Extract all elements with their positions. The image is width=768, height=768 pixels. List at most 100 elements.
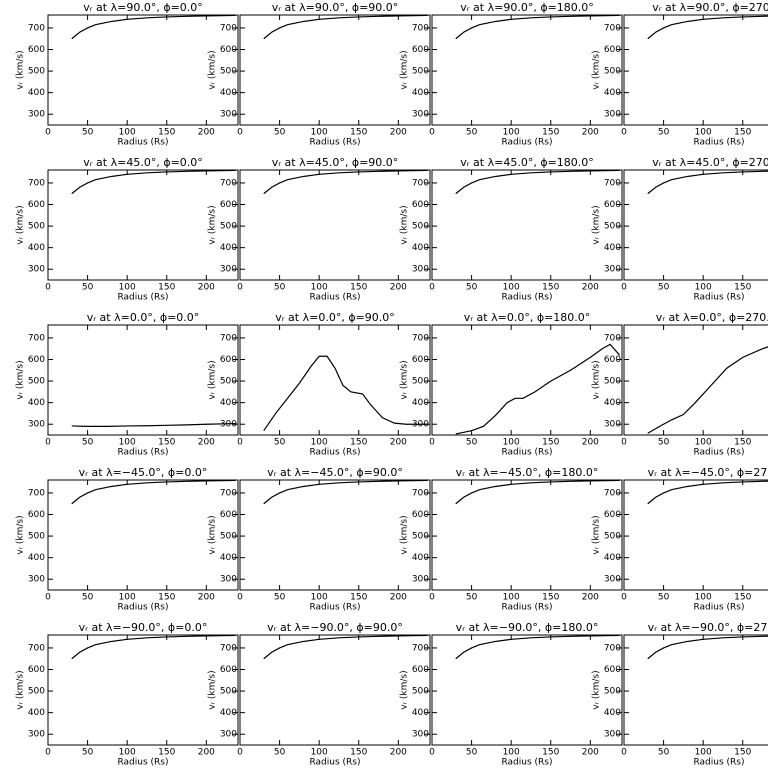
y-tick-label: 700 bbox=[604, 23, 621, 33]
y-tick-label: 600 bbox=[220, 200, 237, 210]
data-line bbox=[263, 169, 428, 195]
data-line bbox=[263, 355, 428, 432]
x-tick-label: 200 bbox=[198, 593, 215, 603]
y-axis-label: vᵣ (km/s) bbox=[400, 515, 410, 554]
x-tick-label: 150 bbox=[542, 128, 559, 138]
y-tick-label: 500 bbox=[412, 377, 429, 387]
y-axis-label: vᵣ (km/s) bbox=[208, 205, 218, 244]
y-tick-label: 300 bbox=[220, 575, 237, 585]
y-axis-label: vᵣ (km/s) bbox=[400, 205, 410, 244]
x-tick-label: 100 bbox=[503, 283, 520, 293]
panel-title: vᵣ at λ=−90.0°, ϕ=180.0° bbox=[456, 621, 599, 634]
y-tick-label: 300 bbox=[28, 420, 45, 430]
y-tick-label: 500 bbox=[28, 532, 45, 542]
data-line bbox=[647, 15, 768, 40]
x-tick-label: 100 bbox=[695, 283, 712, 293]
x-tick-label: 50 bbox=[466, 128, 478, 138]
y-tick-label: 500 bbox=[28, 222, 45, 232]
x-tick-label: 200 bbox=[390, 283, 407, 293]
panel-title: vᵣ at λ=45.0°, ϕ=90.0° bbox=[272, 156, 399, 169]
x-tick-label: 100 bbox=[311, 748, 328, 758]
y-tick-label: 400 bbox=[28, 553, 45, 563]
x-tick-label: 50 bbox=[82, 283, 94, 293]
y-tick-label: 700 bbox=[28, 333, 45, 343]
data-line bbox=[647, 346, 768, 434]
x-axis-label: Radius (Rs) bbox=[501, 293, 552, 303]
x-tick-label: 100 bbox=[119, 283, 136, 293]
y-tick-label: 600 bbox=[604, 45, 621, 55]
x-tick-label: 100 bbox=[695, 438, 712, 448]
y-tick-label: 400 bbox=[220, 708, 237, 718]
x-tick-label: 200 bbox=[582, 283, 599, 293]
x-tick-label: 150 bbox=[542, 283, 559, 293]
panel-title: vᵣ at λ=0.0°, ϕ=0.0° bbox=[87, 311, 200, 324]
x-tick-label: 0 bbox=[237, 438, 243, 448]
y-tick-label: 300 bbox=[604, 730, 621, 740]
y-tick-label: 400 bbox=[412, 553, 429, 563]
x-tick-label: 0 bbox=[45, 128, 51, 138]
y-tick-label: 500 bbox=[220, 222, 237, 232]
x-tick-label: 150 bbox=[350, 438, 367, 448]
x-tick-label: 200 bbox=[390, 128, 407, 138]
y-tick-label: 600 bbox=[604, 355, 621, 365]
plot-frame bbox=[47, 634, 239, 746]
plot-frame bbox=[431, 169, 623, 281]
panel-title: vᵣ at λ=0.0°, ϕ=270.0° bbox=[656, 311, 768, 324]
y-tick-label: 300 bbox=[604, 265, 621, 275]
y-axis-label: vᵣ (km/s) bbox=[592, 205, 602, 244]
x-axis-label: Radius (Rs) bbox=[693, 758, 744, 768]
x-axis-label: Radius (Rs) bbox=[309, 293, 360, 303]
y-axis-label: vᵣ (km/s) bbox=[208, 50, 218, 89]
plot-frame bbox=[239, 479, 431, 591]
y-tick-label: 500 bbox=[604, 67, 621, 77]
y-tick-label: 600 bbox=[412, 510, 429, 520]
x-tick-label: 150 bbox=[734, 438, 751, 448]
x-tick-label: 100 bbox=[503, 438, 520, 448]
plot-frame bbox=[47, 479, 239, 591]
y-tick-label: 700 bbox=[28, 488, 45, 498]
x-tick-label: 50 bbox=[658, 283, 670, 293]
x-tick-label: 150 bbox=[158, 748, 175, 758]
x-tick-label: 50 bbox=[82, 748, 94, 758]
x-tick-label: 0 bbox=[621, 593, 627, 603]
plot-frame bbox=[47, 169, 239, 281]
y-tick-label: 400 bbox=[604, 708, 621, 718]
x-tick-label: 150 bbox=[734, 748, 751, 758]
x-axis-label: Radius (Rs) bbox=[501, 603, 552, 613]
y-tick-label: 700 bbox=[604, 178, 621, 188]
data-line bbox=[647, 170, 768, 195]
data-line bbox=[455, 479, 620, 505]
y-tick-label: 600 bbox=[604, 665, 621, 675]
x-axis-label: Radius (Rs) bbox=[309, 448, 360, 458]
y-tick-label: 700 bbox=[604, 488, 621, 498]
y-tick-label: 300 bbox=[412, 110, 429, 120]
x-tick-label: 150 bbox=[542, 438, 559, 448]
y-tick-label: 600 bbox=[604, 510, 621, 520]
y-tick-label: 600 bbox=[604, 200, 621, 210]
y-axis-label: vᵣ (km/s) bbox=[208, 360, 218, 399]
y-tick-label: 600 bbox=[412, 45, 429, 55]
x-axis-label: Radius (Rs) bbox=[693, 138, 744, 148]
y-tick-label: 300 bbox=[412, 265, 429, 275]
x-tick-label: 200 bbox=[390, 438, 407, 448]
x-tick-label: 150 bbox=[158, 283, 175, 293]
x-axis-label: Radius (Rs) bbox=[501, 758, 552, 768]
y-tick-label: 500 bbox=[28, 687, 45, 697]
x-tick-label: 50 bbox=[82, 438, 94, 448]
y-tick-label: 600 bbox=[220, 665, 237, 675]
panel-title: vᵣ at λ=0.0°, ϕ=180.0° bbox=[464, 311, 591, 324]
y-tick-label: 600 bbox=[412, 200, 429, 210]
y-tick-label: 600 bbox=[220, 45, 237, 55]
x-tick-label: 150 bbox=[734, 283, 751, 293]
y-tick-label: 300 bbox=[604, 110, 621, 120]
y-tick-label: 400 bbox=[604, 88, 621, 98]
y-tick-label: 600 bbox=[412, 355, 429, 365]
x-tick-label: 0 bbox=[621, 128, 627, 138]
panel-title: vᵣ at λ=−90.0°, ϕ=0.0° bbox=[79, 621, 208, 634]
y-tick-label: 700 bbox=[412, 488, 429, 498]
y-tick-label: 400 bbox=[220, 243, 237, 253]
x-axis-label: Radius (Rs) bbox=[117, 758, 168, 768]
y-tick-label: 700 bbox=[412, 23, 429, 33]
y-tick-label: 500 bbox=[220, 377, 237, 387]
